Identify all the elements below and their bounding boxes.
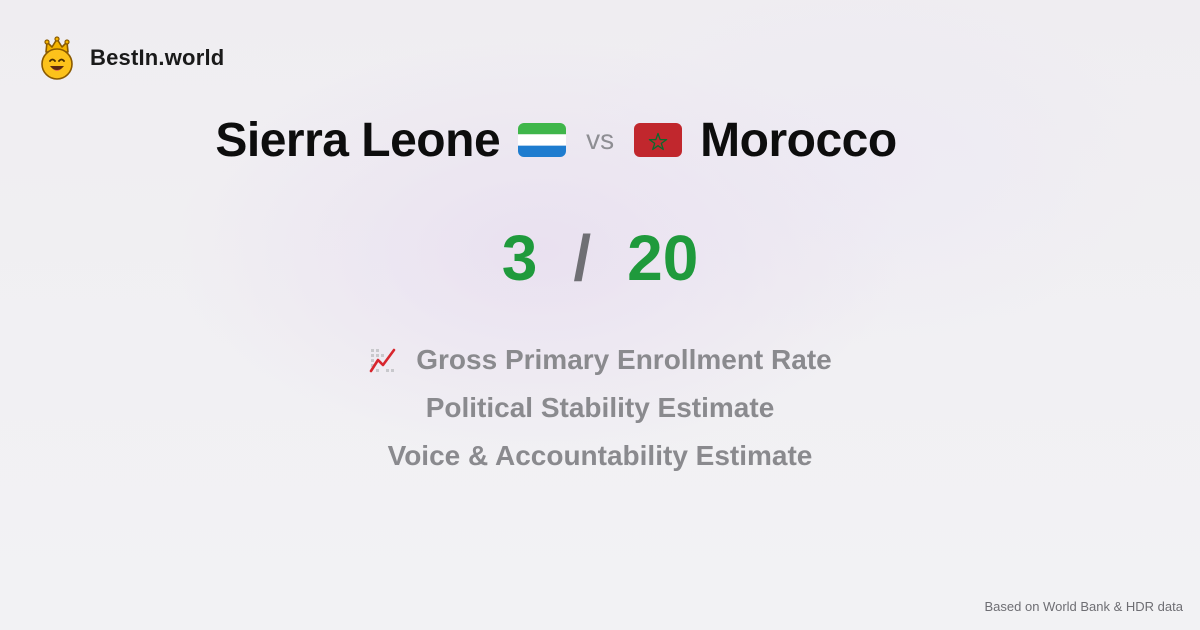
vs-label: vs bbox=[586, 124, 615, 155]
metric-label: Gross Primary Enrollment Rate bbox=[416, 344, 832, 375]
chart-increasing-icon bbox=[369, 348, 396, 373]
left-score: 3 bbox=[501, 222, 538, 294]
score-display: 3 / 20 bbox=[0, 216, 1200, 300]
right-score: 20 bbox=[627, 222, 699, 294]
crown-smiley-icon bbox=[41, 36, 73, 80]
metric-item[interactable]: Political Stability Estimate bbox=[0, 384, 1200, 432]
sierra-leone-flag-icon bbox=[518, 123, 567, 157]
comparison-title: Sierra Leone vs Morocco bbox=[0, 108, 1112, 172]
right-country-name[interactable]: Morocco bbox=[700, 113, 897, 167]
score-separator: / bbox=[573, 222, 592, 294]
metric-item[interactable]: Gross Primary Enrollment Rate bbox=[0, 336, 1200, 384]
metric-label: Political Stability Estimate bbox=[425, 392, 775, 423]
brand-name: BestIn.world bbox=[90, 45, 225, 70]
brand[interactable]: BestIn.world bbox=[38, 36, 224, 80]
left-country-name[interactable]: Sierra Leone bbox=[215, 113, 501, 167]
metrics-list: Gross Primary Enrollment Rate Political … bbox=[0, 336, 1200, 480]
metric-item[interactable]: Voice & Accountability Estimate bbox=[0, 432, 1200, 480]
morocco-flag-icon bbox=[634, 123, 683, 157]
metric-label: Voice & Accountability Estimate bbox=[387, 440, 813, 471]
data-source-note: Based on World Bank & HDR data bbox=[984, 599, 1183, 614]
